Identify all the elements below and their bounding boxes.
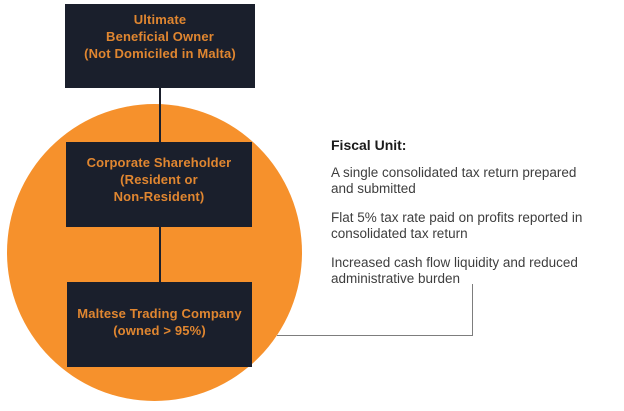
ubo-box-line: Beneficial Owner <box>106 29 214 44</box>
maltese-trading-company-box: Maltese Trading Company (owned > 95%) <box>67 282 252 367</box>
connector-shareholder-to-company <box>159 227 161 282</box>
connector-company-to-note-vertical-line <box>472 284 473 336</box>
fiscal-unit-point-line: Increased cash flow liquidity and reduce… <box>331 255 578 270</box>
maltese-trading-company-box-line: Maltese Trading Company <box>77 306 242 321</box>
fiscal-unit-point-line: A single consolidated tax return prepare… <box>331 165 577 180</box>
connector-ubo-to-shareholder <box>159 88 161 142</box>
fiscal-unit-point: Flat 5% tax rate paid on profits reporte… <box>331 210 623 242</box>
fiscal-unit-point-line: consolidated tax return <box>331 226 468 241</box>
fiscal-unit-point-line: Flat 5% tax rate paid on profits reporte… <box>331 210 583 225</box>
maltese-trading-company-box-line: (owned > 95%) <box>113 323 206 338</box>
fiscal-unit-point: A single consolidated tax return prepare… <box>331 165 623 197</box>
fiscal-unit-heading: Fiscal Unit: <box>331 137 407 153</box>
corporate-shareholder-box: Corporate Shareholder (Resident or Non-R… <box>66 142 252 227</box>
ubo-box-line: Ultimate <box>133 12 187 27</box>
fiscal-unit-note: Fiscal Unit: A single consolidated tax r… <box>331 137 623 300</box>
corporate-shareholder-box-line: Non-Resident) <box>113 189 205 204</box>
fiscal-unit-point-line: administrative burden <box>331 271 461 286</box>
fiscal-unit-point-line: and submitted <box>331 181 416 196</box>
ubo-box: Ultimate Beneficial Owner (Not Domiciled… <box>65 4 255 88</box>
ubo-box-line: (Not Domiciled in Malta) <box>84 46 236 61</box>
connector-company-to-note-horizontal-line <box>277 335 473 336</box>
corporate-shareholder-box-line: (Resident or <box>120 172 198 187</box>
fiscal-unit-point: Increased cash flow liquidity and reduce… <box>331 255 623 287</box>
corporate-shareholder-box-line: Corporate Shareholder <box>86 155 232 170</box>
